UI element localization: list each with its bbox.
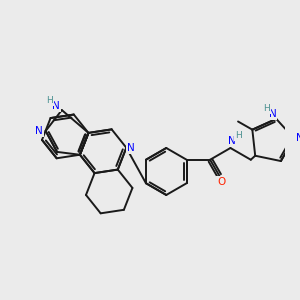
Text: O: O: [217, 177, 226, 187]
Text: H: H: [46, 96, 53, 105]
Text: H: H: [263, 104, 270, 113]
Text: N: N: [52, 101, 60, 111]
Text: H: H: [235, 131, 242, 140]
Text: N: N: [229, 136, 236, 146]
Text: N: N: [296, 133, 300, 143]
Text: N: N: [268, 109, 276, 119]
Text: N: N: [127, 143, 135, 153]
Text: N: N: [35, 126, 43, 136]
